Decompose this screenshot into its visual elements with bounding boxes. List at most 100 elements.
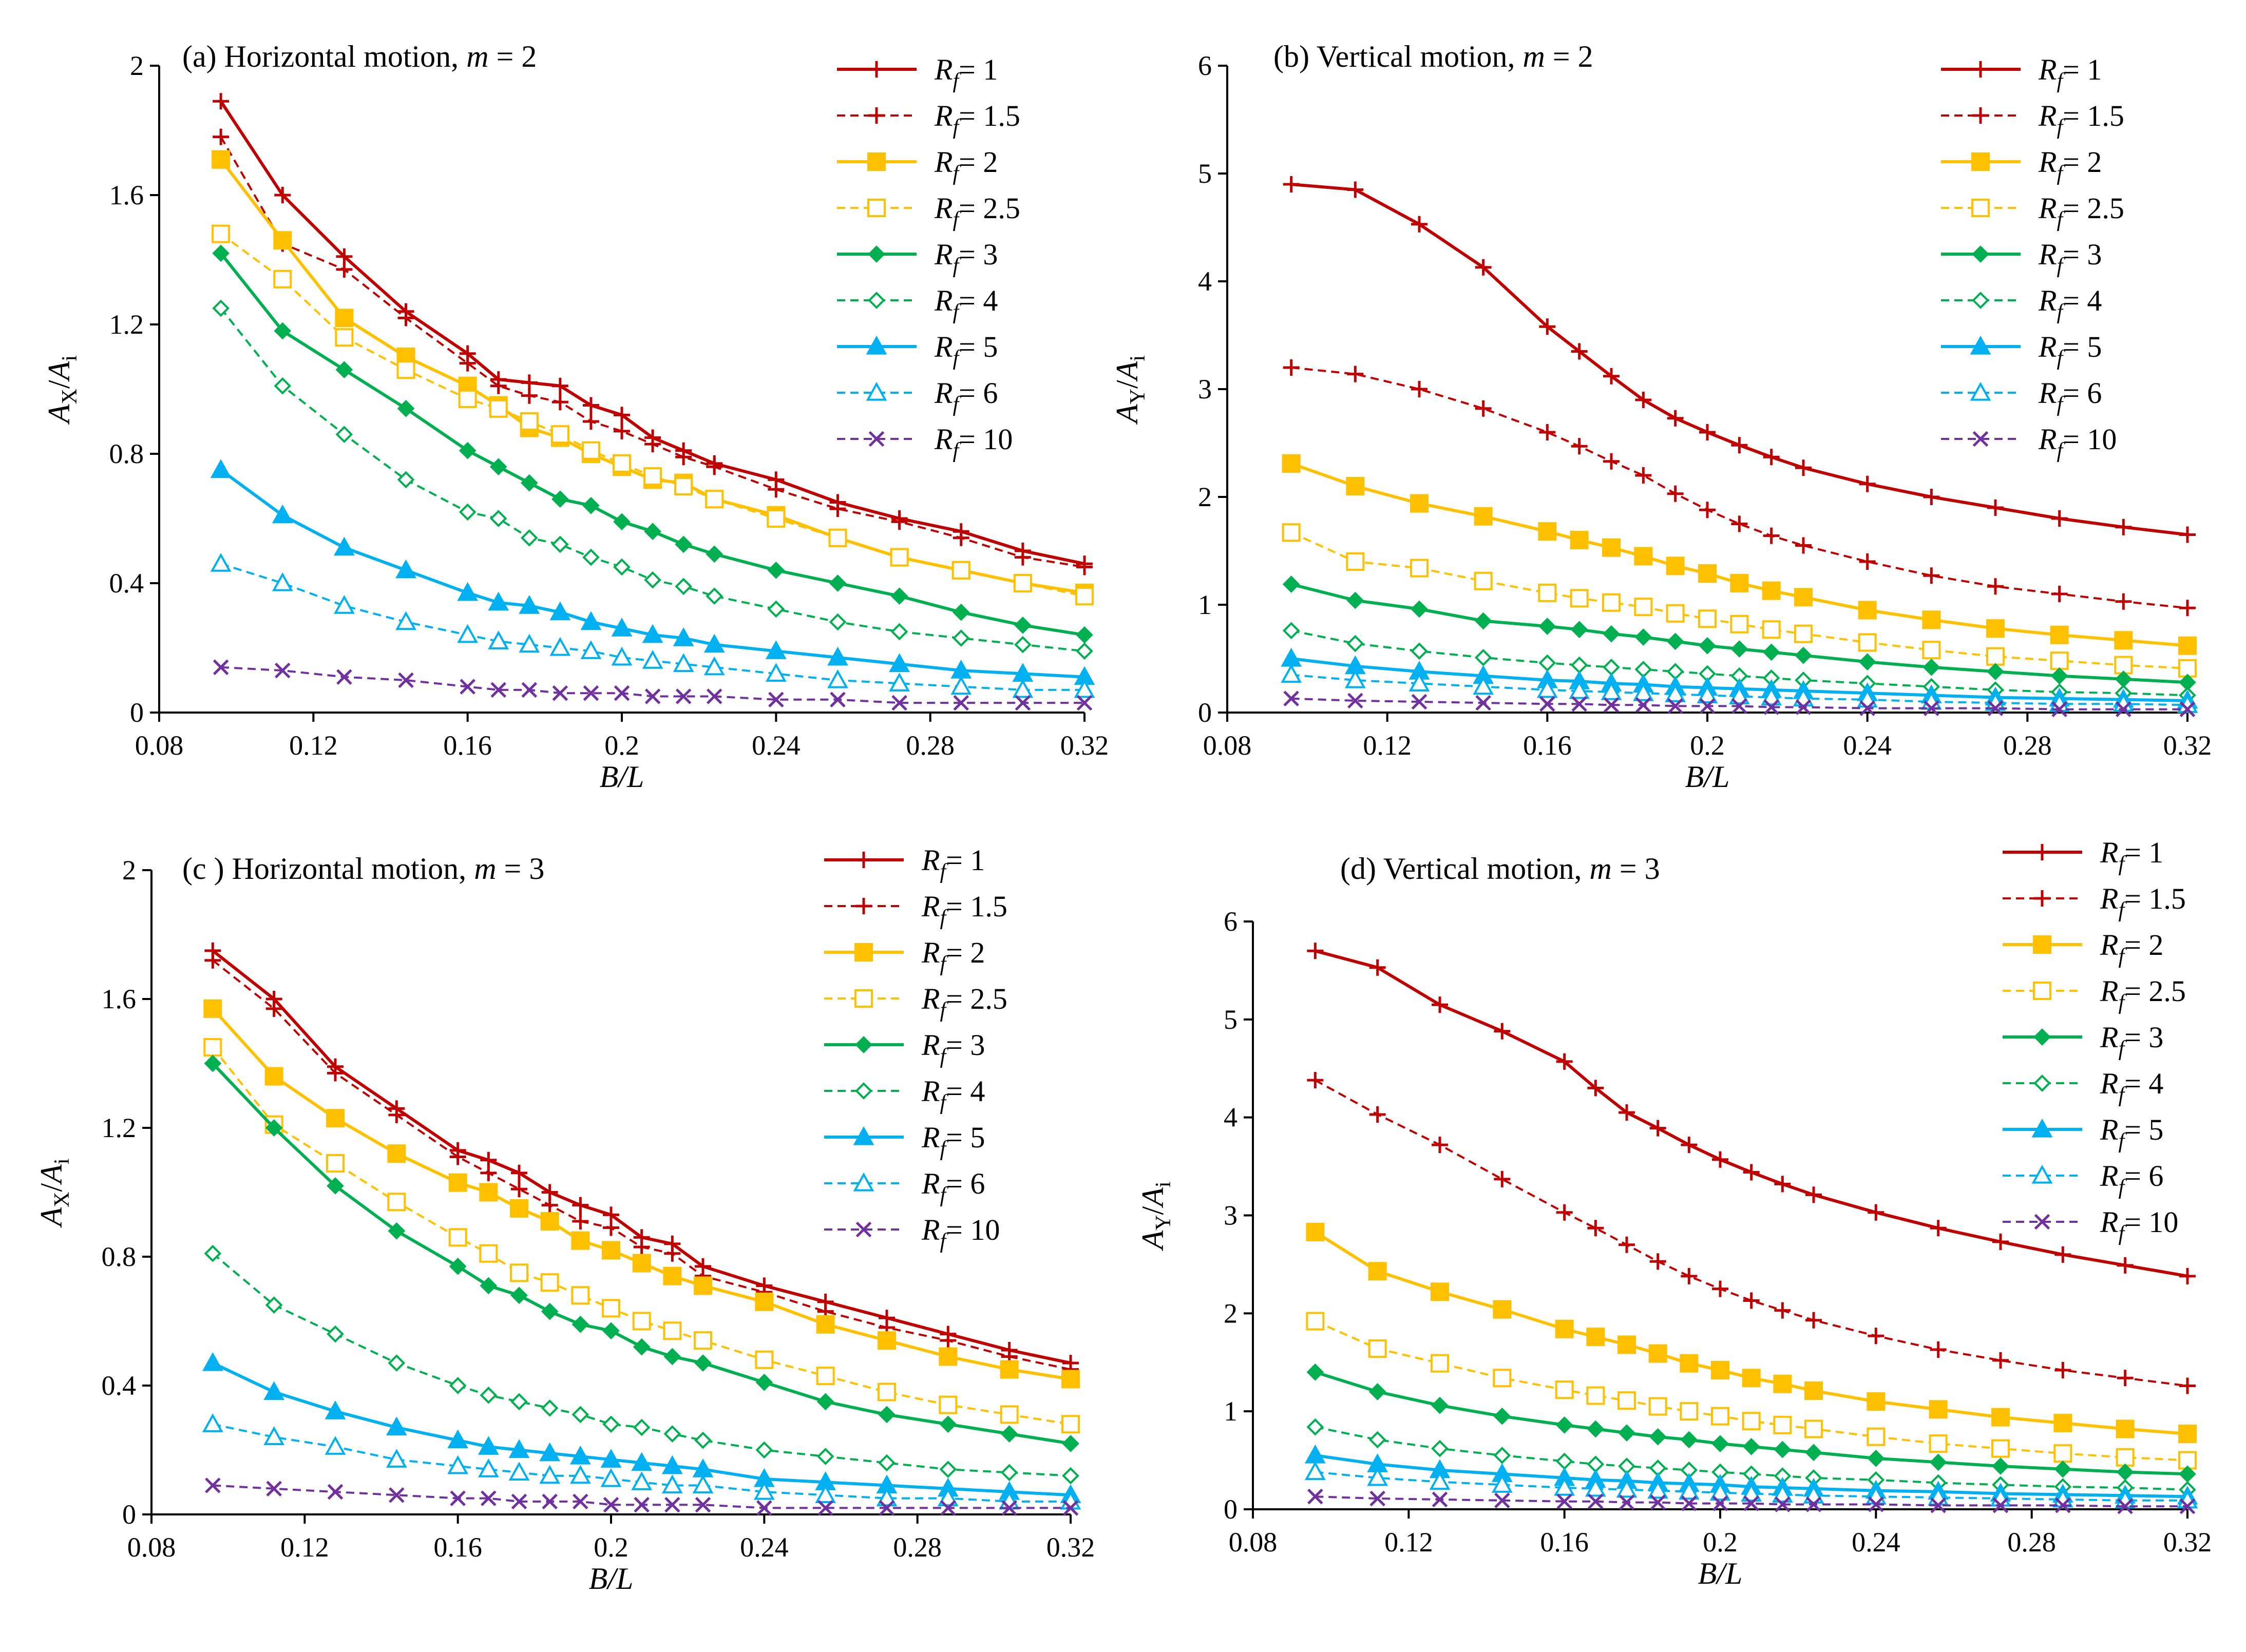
data-point [878,1382,896,1401]
data-point [1282,575,1300,593]
data-point [891,695,907,711]
legend-label-part: = 1.5 [946,890,1007,923]
data-point [1992,1234,2009,1251]
y-tick-label: 2 [1224,1298,1238,1329]
data-point [266,1481,282,1497]
data-point [274,377,292,395]
data-point [2050,625,2069,644]
data-point [1635,392,1652,408]
data-point [582,397,599,414]
data-point [571,1231,590,1250]
data-point [1603,625,1620,643]
data-point [1742,1438,1760,1455]
legend-marker [867,199,886,217]
data-point [1647,1480,1669,1499]
legend-label-part: = 1.5 [2124,882,2186,915]
data-point [755,1441,773,1459]
data-point [830,691,846,708]
x-tick-label: 0.32 [2163,1527,2212,1558]
data-point [1015,695,1031,711]
data-point [631,1471,653,1490]
data-point [631,1452,653,1471]
legend-label: Rf= 4 [921,1074,985,1115]
data-point [1061,1415,1080,1434]
data-point [706,688,722,704]
data-point [611,646,633,666]
data-point [767,509,786,528]
x-tick-label: 0.08 [1229,1527,1278,1558]
data-point [212,224,231,243]
data-point [1699,698,1716,714]
data-point [1538,522,1557,541]
data-point [694,1431,712,1449]
data-point [1712,1151,1728,1168]
data-point [1804,1419,1823,1438]
y-axis-label-part: A [1110,361,1144,382]
data-point [457,624,479,643]
chart-title-part: = 3 [497,852,545,886]
data-point [1368,1262,1387,1281]
data-point [327,1484,344,1500]
data-point [674,477,693,495]
data-point [1493,1447,1511,1464]
legend-label-part: R [2038,422,2057,456]
data-point [1569,680,1590,699]
data-point [827,646,848,666]
y-axis-label: AX/Ai [34,1159,74,1228]
data-point [212,299,230,317]
data-point [1555,1319,1574,1338]
data-point [2178,659,2197,678]
series-7 [210,553,1095,698]
legend: Rf= 1Rf= 1.5Rf= 2Rf= 2.5Rf= 3Rf= 4Rf= 5R… [2003,836,2186,1245]
data-point [1307,1072,1324,1089]
data-point [1076,642,1093,660]
data-point [1538,583,1557,602]
x-tick-label: 0.08 [1203,730,1252,761]
data-point [1617,1335,1636,1354]
data-point [2055,1497,2071,1513]
data-point [1431,1282,1449,1301]
data-point [2178,636,2197,655]
data-point [1304,1444,1326,1464]
data-point [583,685,599,701]
chart-title: (d) Vertical motion, m = 3 [1340,852,1660,886]
data-point [389,1487,405,1503]
x-tick-label: 0.28 [893,1532,942,1563]
data-point [1369,959,1386,976]
data-point [2051,586,2068,602]
legend-label-part: R [2038,376,2057,410]
data-point [1681,1267,1698,1284]
data-point [602,1415,620,1433]
legend-label: Rf= 2.5 [921,982,1007,1022]
data-point [1555,1380,1574,1399]
data-point [479,1244,498,1263]
legend-label-part: = 1 [2124,836,2163,869]
data-point [1588,1493,1604,1509]
legend-label-part: = 1 [946,843,985,877]
legend-label-part: = 2.5 [946,982,1007,1015]
data-point [398,672,414,688]
data-point [569,1445,591,1465]
legend-label-part: = 4 [946,1074,985,1108]
x-tick-label: 0.12 [289,730,338,761]
y-tick-label: 1 [1224,1396,1238,1427]
data-point [634,1496,650,1513]
data-point [827,669,848,688]
data-point [768,691,784,708]
data-point [265,1119,283,1137]
data-point [1074,679,1095,698]
x-tick-label: 0.2 [594,1532,629,1563]
data-point [1556,1204,1573,1221]
data-point [520,474,538,492]
data-point [1473,676,1494,695]
data-point [582,496,600,514]
data-point [511,1493,527,1510]
data-point [891,513,908,530]
data-point [1617,1391,1636,1410]
y-tick-label: 4 [1224,1102,1238,1133]
data-point [1805,1496,1822,1512]
data-point [2116,1448,2135,1467]
y-axis-label-part: Y [1152,1215,1175,1231]
data-point [387,1144,406,1163]
